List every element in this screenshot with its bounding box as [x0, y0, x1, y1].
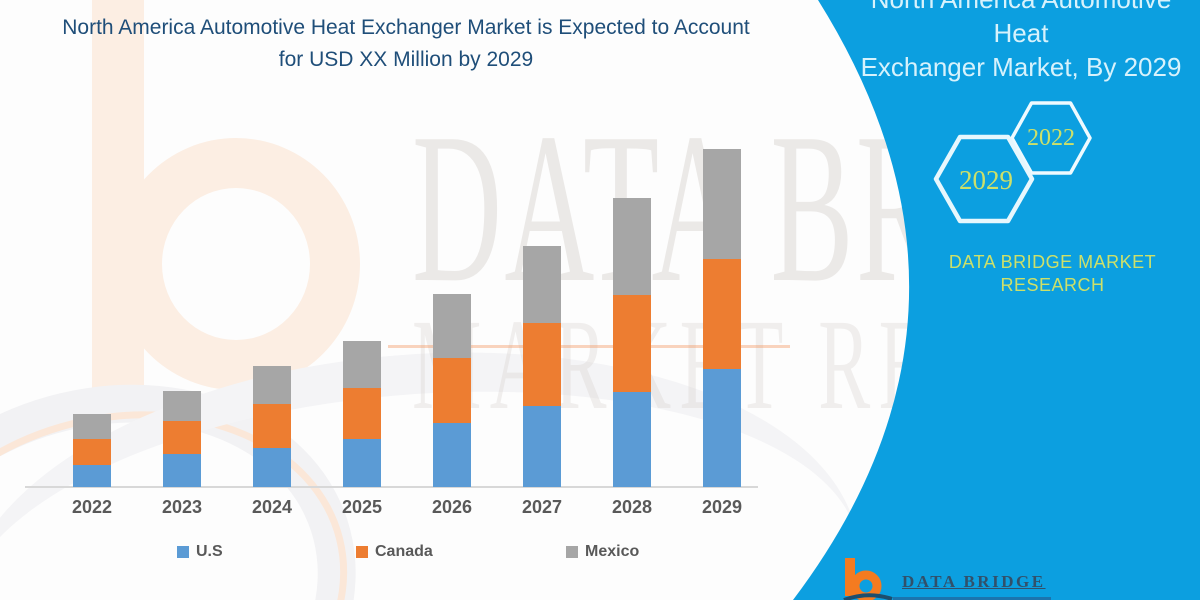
- stacked-bar-2024: [253, 366, 291, 487]
- bar-segment-canada-2024: [253, 404, 291, 448]
- x-axis-label-2026: 2026: [431, 497, 473, 517]
- banner-brand-name: DATA BRIDGE MARKET RESEARCH: [930, 251, 1175, 297]
- bar-segment-us-2024: [253, 448, 291, 487]
- bar-segment-us-2022: [73, 465, 111, 487]
- legend-swatch: [356, 546, 368, 558]
- x-axis-label-2028: 2028: [611, 497, 653, 517]
- bar-segment-canada-2027: [523, 323, 561, 406]
- stacked-bar-2026: [433, 294, 471, 487]
- x-axis-label-2024: 2024: [251, 497, 293, 517]
- legend-label: Canada: [375, 543, 433, 560]
- x-axis-label-2029: 2029: [701, 497, 743, 517]
- hexagon-2029-outline: [933, 134, 1035, 224]
- banner-heading-line2: Exchanger Market, By 2029: [860, 52, 1182, 82]
- legend-swatch: [177, 546, 189, 558]
- legend-label: Mexico: [585, 543, 640, 560]
- stacked-bar-2023: [163, 391, 201, 487]
- chart-title: North America Automotive Heat Exchanger …: [10, 12, 802, 76]
- bar-segment-canada-2029: [703, 259, 741, 369]
- bar-segment-us-2027: [523, 406, 561, 487]
- footer-logo-b-icon: [843, 558, 893, 600]
- x-axis-label-2023: 2023: [161, 497, 203, 517]
- legend-swatch: [566, 546, 578, 558]
- bar-segment-us-2023: [163, 454, 201, 487]
- footer-logo-blue-bar: [893, 597, 1051, 600]
- bar-segment-canada-2023: [163, 421, 201, 454]
- stacked-bar-2029: [703, 149, 741, 487]
- banner-brand-line2: RESEARCH: [1000, 275, 1105, 295]
- bar-segment-canada-2026: [433, 358, 471, 423]
- bar-segment-mexico-2028: [613, 198, 651, 295]
- banner-heading: North America Automotive Heat Exchanger …: [845, 0, 1197, 84]
- x-axis-label-2027: 2027: [521, 497, 563, 517]
- bar-segment-mexico-2022: [73, 414, 111, 439]
- legend-item-canada: Canada: [356, 543, 433, 561]
- footer-logo: DATA BRIDGE: [840, 558, 1046, 600]
- bar-segment-mexico-2029: [703, 149, 741, 259]
- bar-segment-mexico-2027: [523, 246, 561, 323]
- chart-title-line1: North America Automotive Heat Exchanger …: [62, 16, 750, 39]
- banner-brand-line1: DATA BRIDGE MARKET: [948, 252, 1157, 272]
- x-axis-label-2022: 2022: [71, 497, 113, 517]
- legend-label: U.S: [196, 543, 223, 560]
- bar-segment-us-2029: [703, 369, 741, 487]
- hexagon-year-2022: 2022: [1027, 125, 1075, 151]
- banner-background: [793, 0, 1200, 600]
- hexagon-2022-outline: [1010, 101, 1092, 175]
- bar-segment-mexico-2026: [433, 294, 471, 358]
- stacked-bar-2022: [73, 414, 111, 487]
- hexagon-year-2029: 2029: [959, 165, 1013, 195]
- legend-item-mexico: Mexico: [566, 543, 639, 561]
- stacked-bar-2027: [523, 246, 561, 487]
- footer-logo-text: DATA BRIDGE: [902, 572, 1046, 591]
- x-axis-line: [25, 486, 758, 488]
- bar-segment-mexico-2023: [163, 391, 201, 421]
- banner-heading-line1: North America Automotive Heat: [871, 0, 1172, 48]
- bar-segment-us-2028: [613, 392, 651, 487]
- x-axis-label-2025: 2025: [341, 497, 383, 517]
- bar-segment-canada-2025: [343, 388, 381, 439]
- bar-segment-canada-2028: [613, 295, 651, 392]
- legend-item-us: U.S: [177, 543, 223, 561]
- bar-segment-canada-2022: [73, 439, 111, 465]
- bar-segment-us-2025: [343, 439, 381, 487]
- chart-title-line2: for USD XX Million by 2029: [278, 48, 534, 71]
- stacked-bar-2028: [613, 198, 651, 487]
- bar-segment-us-2026: [433, 423, 471, 487]
